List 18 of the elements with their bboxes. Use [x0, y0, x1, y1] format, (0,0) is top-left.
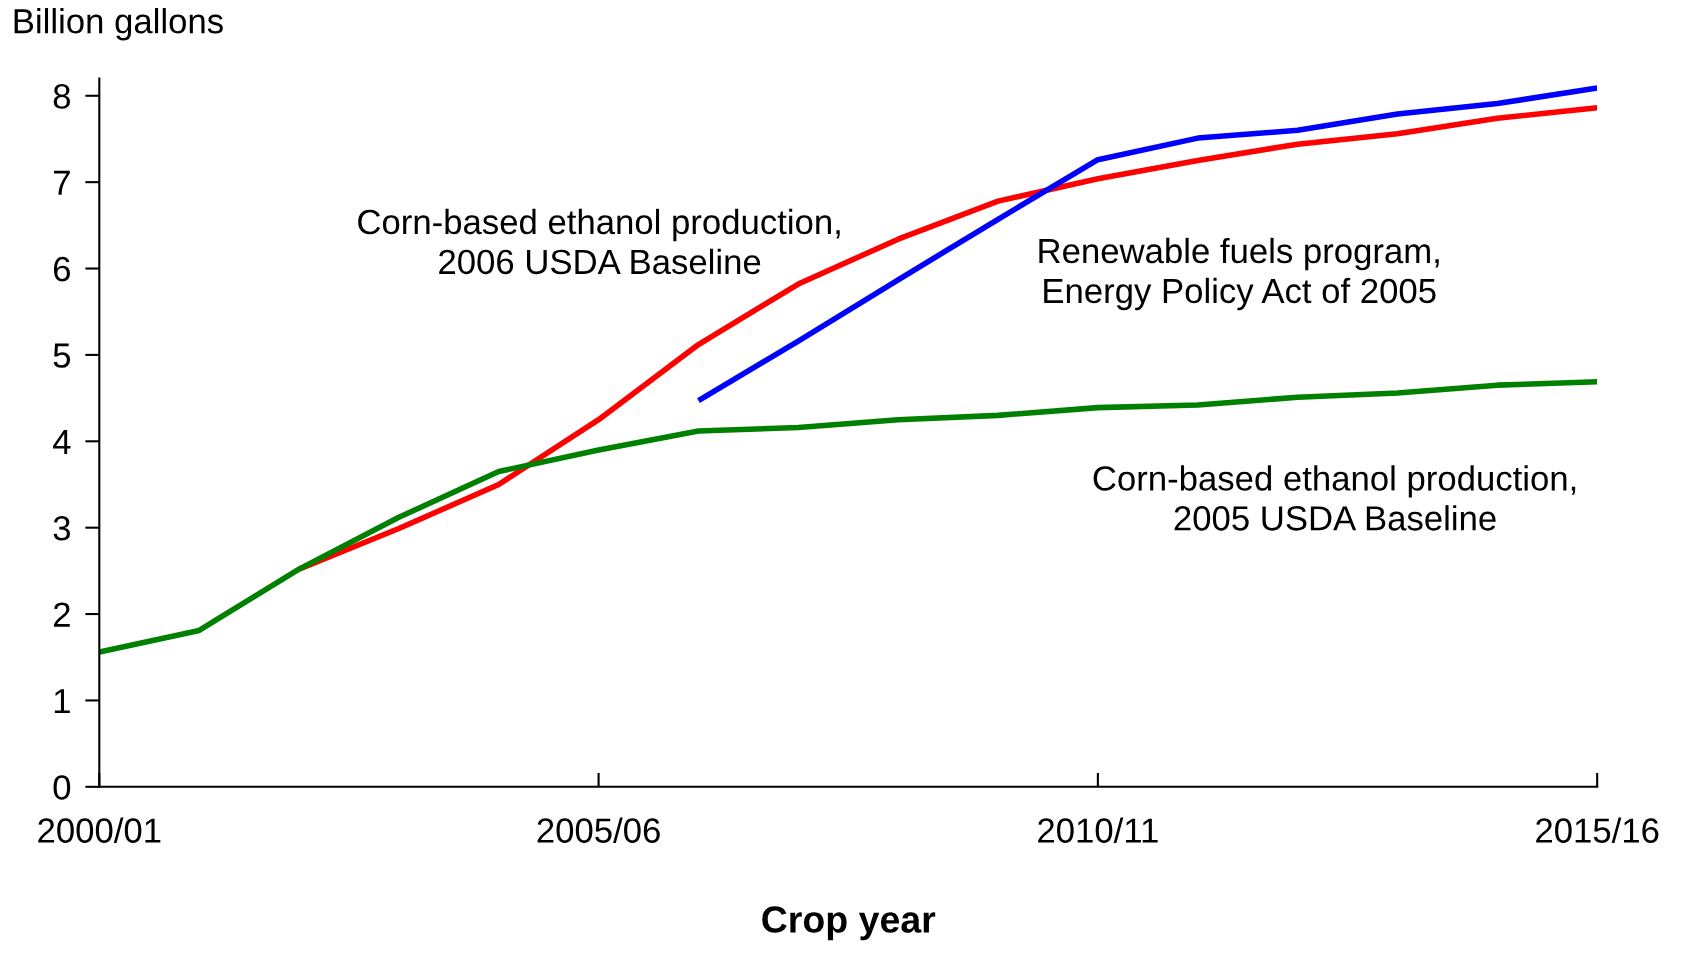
x-tick-label: 2005/06 [537, 817, 660, 843]
y-tick-label: 2 [53, 602, 70, 627]
y-tick-label: 5 [53, 343, 71, 368]
x-tick-label: 2015/16 [1536, 817, 1659, 843]
x-axis-title: Crop year [762, 906, 936, 941]
x-tick-label: 2010/11 [1038, 817, 1158, 843]
y-tick-label: 8 [53, 84, 71, 109]
y-tick-label: 7 [53, 170, 70, 195]
y-tick-label: 6 [53, 256, 70, 282]
y-tick-label: 0 [53, 775, 71, 800]
series-label: Renewable fuels program, Energy Policy Act of 2005 [1039, 237, 1439, 311]
x-tick-label: 2000/01 [38, 817, 161, 843]
y-tick-label: 1 [54, 689, 70, 714]
y-tick-label: 3 [53, 516, 70, 541]
y-tick-label: 4 [53, 429, 71, 454]
series-label: Corn-based ethanol production, 2006 USDA Baseline [358, 208, 840, 275]
y-axis-title: Billion gallons [14, 8, 223, 41]
series-label: Corn-based ethanol production, 2005 USDA Baseline [1093, 465, 1576, 531]
